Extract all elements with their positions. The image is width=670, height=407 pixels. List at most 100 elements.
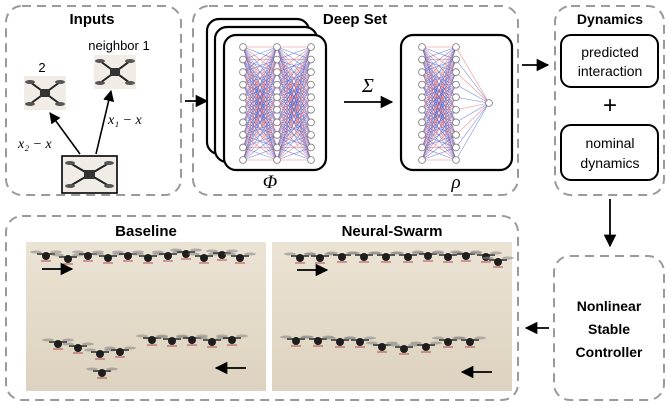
- net-edge: [242, 46, 278, 148]
- net-edge: [421, 46, 457, 85]
- drone-icon: [344, 336, 376, 348]
- net-edge: [276, 84, 312, 161]
- drone-prop: [62, 338, 74, 342]
- drone-prop: [432, 251, 444, 255]
- net-edge: [242, 122, 278, 161]
- net-node: [307, 68, 315, 76]
- drone-body: [404, 253, 412, 261]
- drone-body: [218, 251, 226, 259]
- net-node: [452, 68, 460, 76]
- drone-prop: [216, 334, 228, 338]
- net-node: [418, 93, 426, 102]
- net-node: [418, 68, 426, 76]
- net-node: [307, 80, 315, 89]
- drone-prop: [190, 248, 202, 252]
- deepset-panel: [192, 5, 519, 196]
- net-node: [418, 105, 426, 114]
- net-edge: [276, 147, 312, 161]
- net-node: [452, 118, 460, 127]
- net-edge: [242, 46, 278, 98]
- phi-symbol: Φ: [263, 172, 277, 193]
- net-node: [485, 99, 493, 107]
- net-node: [239, 93, 247, 102]
- net-node: [273, 143, 281, 152]
- net-edge: [276, 46, 312, 110]
- predicted-interaction-line1: predicted: [581, 44, 639, 60]
- net-node: [307, 156, 315, 164]
- drone-prop: [412, 250, 424, 254]
- drone-prop: [52, 253, 64, 257]
- drone-body: [336, 338, 344, 346]
- drone-prop: [50, 250, 62, 254]
- drone-icon: [104, 346, 136, 358]
- net-edge: [455, 46, 490, 104]
- drone-body: [144, 254, 152, 262]
- net-edge: [242, 147, 278, 161]
- drone-prop: [470, 251, 482, 255]
- net-node: [418, 156, 426, 164]
- drone-icon: [216, 334, 248, 346]
- neural-swarm-title: Neural-Swarm: [342, 223, 443, 240]
- net-node: [273, 55, 281, 64]
- net-edge: [276, 59, 312, 161]
- deepset-title: Deep Set: [323, 11, 387, 28]
- drone-body: [444, 338, 452, 346]
- drone-body: [200, 254, 208, 262]
- drone-prop: [364, 336, 376, 340]
- drone-prop: [344, 336, 356, 340]
- net-edge: [455, 84, 490, 104]
- drone-prop: [326, 251, 338, 255]
- controller-line1: Nonlinear: [577, 298, 642, 314]
- edge-label-1: x₁ − x: [107, 113, 143, 128]
- net-edge: [276, 46, 312, 98]
- net-edge: [276, 46, 312, 60]
- drone-body: [424, 252, 432, 260]
- drone-prop: [124, 346, 136, 350]
- net-edge: [421, 97, 457, 161]
- drone-icon: [482, 256, 514, 268]
- net-node: [307, 55, 315, 64]
- net-node: [273, 93, 281, 102]
- net-edge: [421, 46, 457, 110]
- drone-body: [54, 340, 62, 348]
- drone-prop: [302, 335, 314, 339]
- drone-body: [182, 250, 190, 258]
- drone-icon: [42, 338, 74, 350]
- net-node: [307, 43, 315, 51]
- edge-arrow-1: [95, 89, 115, 155]
- drone-prop: [106, 367, 118, 371]
- drone-prop: [226, 249, 238, 253]
- edge-label-2: x₂ − x: [17, 137, 53, 152]
- net-node: [418, 55, 426, 64]
- predicted-interaction-line2: interaction: [578, 63, 643, 79]
- ego-drone-icon: [61, 155, 118, 194]
- predicted-interaction-box: [560, 34, 659, 88]
- nominal-dynamics-line2: dynamics: [580, 155, 639, 171]
- net-edge: [421, 46, 457, 60]
- drone-prop: [482, 256, 494, 260]
- net-node: [452, 143, 460, 152]
- net-node: [452, 131, 460, 139]
- drone-body: [116, 348, 124, 356]
- drone-icon: [136, 334, 168, 346]
- drone-prop: [304, 252, 316, 256]
- rho-network-graph: [418, 43, 493, 164]
- net-edge: [242, 97, 278, 161]
- net-node: [273, 68, 281, 76]
- drone-body: [378, 343, 386, 351]
- drone-prop: [490, 251, 502, 255]
- net-node: [273, 80, 281, 89]
- net-edge: [242, 46, 278, 161]
- neighbor-2-label: 2: [38, 60, 45, 75]
- drone-body: [462, 252, 470, 260]
- drone-prop: [196, 336, 208, 340]
- net-node: [273, 105, 281, 114]
- nominal-dynamics-line1: nominal: [585, 135, 634, 151]
- net-edge: [455, 102, 490, 123]
- drone-prop: [84, 348, 96, 352]
- drone-prop: [474, 336, 486, 340]
- net-node: [452, 43, 460, 51]
- net-edge: [421, 72, 457, 161]
- net-edge: [421, 109, 457, 161]
